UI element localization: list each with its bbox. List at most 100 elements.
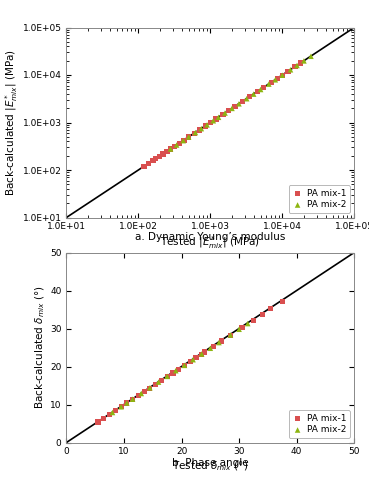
- X-axis label: Tested $|E_{mix}^*|$ (MPa): Tested $|E_{mix}^*|$ (MPa): [161, 234, 260, 251]
- PA mix-2: [147, 384, 153, 392]
- PA mix-1: [202, 122, 208, 130]
- PA mix-1: [164, 373, 170, 381]
- PA mix-1: [146, 160, 152, 168]
- PA mix-1: [107, 410, 113, 418]
- PA mix-1: [153, 155, 159, 163]
- PA mix-2: [266, 80, 272, 88]
- X-axis label: Tested $\delta_{mix}$ (°): Tested $\delta_{mix}$ (°): [172, 459, 248, 472]
- PA mix-1: [168, 145, 173, 153]
- PA mix-2: [204, 121, 210, 129]
- PA mix-1: [239, 98, 245, 106]
- PA mix-2: [251, 90, 256, 98]
- PA mix-1: [164, 148, 170, 156]
- PA mix-2: [110, 408, 115, 416]
- PA mix-2: [199, 350, 205, 358]
- PA mix-1: [150, 156, 156, 164]
- PA mix-1: [285, 68, 291, 76]
- PA mix-2: [124, 399, 130, 407]
- PA mix-2: [118, 403, 124, 411]
- PA mix-1: [226, 106, 232, 114]
- PA mix-2: [236, 100, 242, 108]
- PA mix-1: [187, 358, 193, 366]
- PA mix-1: [213, 115, 219, 123]
- PA mix-1: [254, 88, 260, 96]
- PA mix-1: [207, 118, 213, 126]
- PA mix-1: [156, 152, 162, 160]
- PA mix-1: [261, 84, 266, 92]
- PA mix-2: [228, 331, 234, 339]
- PA mix-2: [138, 390, 144, 398]
- PA mix-1: [259, 310, 265, 318]
- Legend: PA mix-1, PA mix-2: PA mix-1, PA mix-2: [289, 410, 350, 438]
- PA mix-2: [245, 320, 251, 328]
- PA mix-2: [279, 71, 285, 79]
- PA mix-1: [182, 362, 187, 370]
- PA mix-2: [156, 378, 162, 386]
- PA mix-2: [294, 62, 300, 70]
- PA mix-1: [268, 304, 274, 312]
- PA mix-1: [268, 78, 274, 86]
- PA mix-1: [210, 342, 216, 350]
- PA mix-1: [124, 399, 130, 407]
- PA mix-1: [101, 414, 107, 422]
- PA mix-1: [141, 388, 147, 396]
- PA mix-1: [279, 298, 285, 306]
- PA mix-1: [181, 136, 187, 144]
- PA mix-2: [216, 338, 222, 346]
- PA mix-1: [279, 71, 285, 79]
- PA mix-2: [168, 145, 173, 153]
- PA mix-2: [229, 104, 235, 112]
- PA mix-1: [172, 142, 178, 150]
- PA mix-1: [251, 316, 256, 324]
- PA mix-1: [147, 384, 153, 392]
- PA mix-2: [207, 344, 213, 352]
- PA mix-1: [199, 350, 205, 358]
- PA mix-2: [222, 109, 228, 117]
- PA mix-1: [158, 376, 164, 384]
- PA mix-1: [298, 59, 304, 67]
- PA mix-1: [176, 365, 182, 373]
- Y-axis label: Back-calculated $\delta_{mix}$ (°): Back-calculated $\delta_{mix}$ (°): [34, 286, 47, 409]
- PA mix-2: [180, 136, 186, 144]
- PA mix-1: [141, 162, 147, 170]
- PA mix-2: [174, 141, 180, 149]
- PA mix-1: [192, 129, 197, 137]
- PA mix-1: [193, 354, 199, 362]
- PA mix-1: [113, 406, 118, 414]
- PA mix-2: [193, 128, 199, 136]
- PA mix-1: [228, 332, 234, 340]
- Y-axis label: Back-calculated $|E_{mix}^*|$ (MPa): Back-calculated $|E_{mix}^*|$ (MPa): [3, 49, 20, 196]
- PA mix-1: [219, 337, 225, 345]
- PA mix-2: [164, 372, 170, 380]
- Text: a. Dynamic Young’s modulus: a. Dynamic Young’s modulus: [135, 232, 286, 242]
- PA mix-2: [244, 94, 250, 102]
- Text: b. Phase angle: b. Phase angle: [172, 458, 249, 468]
- PA mix-1: [160, 150, 166, 158]
- PA mix-1: [232, 102, 238, 110]
- PA mix-1: [130, 395, 135, 403]
- PA mix-2: [301, 57, 307, 65]
- PA mix-2: [186, 133, 192, 141]
- PA mix-1: [118, 403, 124, 411]
- PA mix-1: [239, 324, 245, 332]
- PA mix-1: [201, 348, 207, 356]
- PA mix-2: [210, 116, 216, 124]
- PA mix-2: [258, 86, 263, 94]
- PA mix-1: [220, 110, 226, 118]
- PA mix-1: [292, 63, 298, 71]
- PA mix-2: [190, 356, 196, 364]
- PA mix-1: [176, 139, 182, 147]
- PA mix-1: [196, 126, 202, 134]
- PA mix-2: [199, 124, 204, 132]
- PA mix-2: [287, 66, 293, 74]
- PA mix-2: [215, 114, 221, 122]
- PA mix-2: [182, 362, 187, 370]
- PA mix-1: [246, 93, 252, 101]
- PA mix-1: [274, 74, 280, 82]
- Legend: PA mix-1, PA mix-2: PA mix-1, PA mix-2: [289, 185, 350, 213]
- PA mix-2: [130, 395, 135, 403]
- PA mix-1: [135, 392, 141, 400]
- PA mix-1: [95, 418, 101, 426]
- PA mix-2: [173, 366, 179, 374]
- PA mix-1: [170, 369, 176, 377]
